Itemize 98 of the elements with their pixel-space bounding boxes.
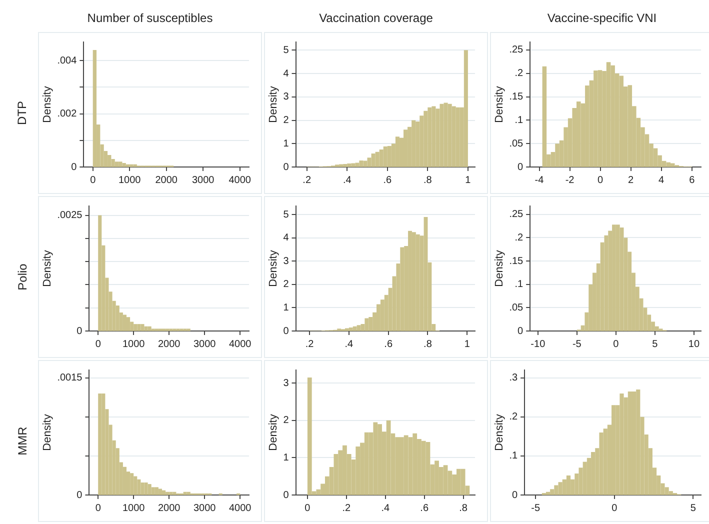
y-axis-title: Density <box>42 414 54 451</box>
text: DTP <box>15 101 29 125</box>
text: MMR <box>15 426 30 456</box>
x-tick-label: 0 <box>598 174 604 186</box>
x-tick-label: 3000 <box>192 174 215 186</box>
y-tick-label: .25 <box>509 44 524 56</box>
x-tick-label: 4 <box>658 174 665 186</box>
y-axis-title: Density <box>268 86 280 123</box>
x-tick-label: .4 <box>344 338 354 350</box>
y-axis-title: Density <box>494 250 506 287</box>
x-tick-label: 4000 <box>229 338 252 350</box>
x-tick-label: 3000 <box>193 502 216 514</box>
x-tick-label: .4 <box>342 174 352 186</box>
y-tick-label: 2 <box>283 279 290 290</box>
y-tick-label: 5 <box>283 209 290 220</box>
y-tick-label: .0015 <box>57 372 83 384</box>
y-tick-label: 0 <box>283 326 290 337</box>
x-tick-label: 1000 <box>122 338 146 350</box>
y-axis-title: Density <box>494 86 506 123</box>
chart-title: Vaccine-specific VNI <box>546 11 658 25</box>
y-tick-label: 2 <box>283 415 290 426</box>
y-tick-label: 1 <box>283 302 290 314</box>
x-tick-label: 6 <box>689 174 696 186</box>
x-tick-label: 0 <box>613 338 620 350</box>
x-tick-label: 0 <box>612 502 618 514</box>
text: Polio <box>15 264 29 290</box>
x-tick-label: 10 <box>688 338 700 350</box>
chart-title: Number of susceptibles <box>86 11 214 25</box>
x-tick-label: 2000 <box>158 338 181 350</box>
y-tick-label: 0 <box>518 326 524 337</box>
x-tick-label: 2 <box>628 174 634 186</box>
y-tick-label: 1 <box>283 138 290 150</box>
y-tick-label: .1 <box>509 450 518 462</box>
x-tick-label: .2 <box>342 502 352 514</box>
y-tick-label: 3 <box>283 378 290 389</box>
y-tick-label: 0 <box>512 490 518 501</box>
x-tick-label: 1 <box>464 338 470 350</box>
x-tick-label: 1000 <box>118 174 142 186</box>
y-axis-title: Density <box>268 250 280 287</box>
y-tick-label: .1 <box>514 114 524 126</box>
y-tick-label: 0 <box>76 326 83 337</box>
x-tick-label: 0 <box>95 502 102 514</box>
x-tick-label: -5 <box>572 338 582 350</box>
y-tick-label: .004 <box>57 55 78 66</box>
y-tick-label: 3 <box>283 92 290 103</box>
chart-title: Vaccination coverage <box>318 11 434 25</box>
y-tick-label: .002 <box>57 108 78 120</box>
x-tick-label: .8 <box>424 338 432 350</box>
y-tick-label: 1 <box>283 452 290 464</box>
y-tick-label: .2 <box>514 232 524 244</box>
x-tick-label: 1 <box>465 174 472 186</box>
y-tick-label: 5 <box>283 44 290 56</box>
y-tick-label: 4 <box>283 232 290 244</box>
y-tick-label: .05 <box>509 302 524 314</box>
y-axis-title: Density <box>42 250 54 287</box>
y-tick-label: .1 <box>514 279 524 290</box>
x-tick-label: 0 <box>95 338 102 350</box>
y-tick-label: 4 <box>283 68 290 80</box>
x-tick-label: 2000 <box>158 502 181 514</box>
x-tick-label: .2 <box>305 338 314 350</box>
y-tick-label: .05 <box>509 138 524 150</box>
y-tick-label: 0 <box>283 162 290 173</box>
y-tick-label: .15 <box>509 92 524 103</box>
x-tick-label: .2 <box>302 174 312 186</box>
y-tick-label: .25 <box>509 209 524 220</box>
x-tick-label: .6 <box>383 174 392 186</box>
x-tick-label: 5 <box>652 338 658 350</box>
x-tick-label: -10 <box>530 338 546 350</box>
y-axis-title: Density <box>494 414 506 451</box>
y-tick-label: 0 <box>71 162 78 173</box>
x-tick-label: 2000 <box>155 174 178 186</box>
x-tick-label: .6 <box>420 502 429 514</box>
x-tick-label: .8 <box>424 174 432 186</box>
x-tick-label: 4000 <box>228 174 252 186</box>
y-tick-label: .15 <box>509 256 524 267</box>
y-tick-label: 3 <box>283 256 290 267</box>
y-tick-label: .3 <box>509 372 518 384</box>
x-tick-label: 1000 <box>122 502 146 514</box>
y-axis-title: Density <box>268 414 280 451</box>
x-tick-label: .4 <box>381 502 390 514</box>
y-tick-label: 0 <box>76 490 83 501</box>
y-tick-label: 0 <box>283 490 290 501</box>
x-tick-label: -5 <box>531 502 540 514</box>
y-axis-title: Density <box>42 86 54 123</box>
y-tick-label: .2 <box>509 412 518 423</box>
y-tick-label: 2 <box>283 115 290 126</box>
x-tick-label: 3000 <box>193 338 216 350</box>
x-tick-label: 0 <box>90 174 96 186</box>
y-tick-label: .2 <box>514 68 524 80</box>
x-tick-label: 5 <box>690 502 696 514</box>
x-tick-label: -4 <box>534 174 544 186</box>
y-tick-label: 0 <box>518 162 524 173</box>
x-tick-label: -2 <box>565 174 575 186</box>
x-tick-label: .8 <box>459 502 468 514</box>
x-tick-label: 0 <box>304 502 311 514</box>
y-tick-label: .0025 <box>57 210 83 222</box>
x-tick-label: .6 <box>384 338 393 350</box>
x-tick-label: 4000 <box>229 502 252 514</box>
